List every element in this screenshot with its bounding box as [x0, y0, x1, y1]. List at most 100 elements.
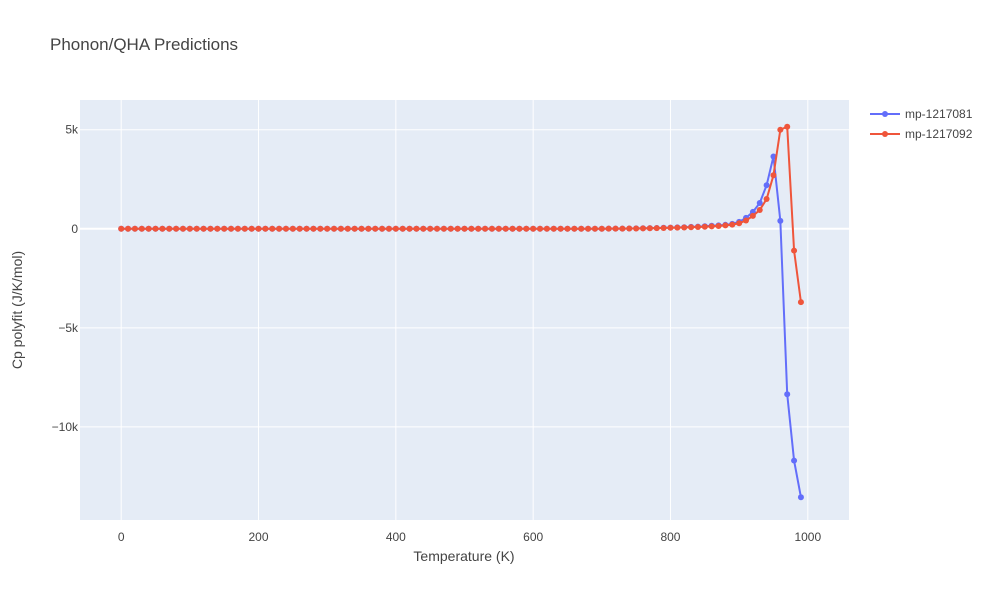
- data-point: [770, 153, 777, 160]
- data-point: [392, 225, 399, 232]
- y-axis-label: Cp polyfit (J/K/mol): [9, 251, 25, 369]
- legend-item[interactable]: mp-1217092: [870, 127, 973, 141]
- data-point: [736, 220, 743, 227]
- data-point: [612, 225, 619, 232]
- data-point: [523, 225, 530, 232]
- data-point: [289, 225, 296, 232]
- data-point: [605, 225, 612, 232]
- data-point: [207, 225, 214, 232]
- data-point: [784, 391, 791, 398]
- y-tick-label: 5k: [65, 123, 79, 137]
- x-tick-label: 400: [386, 530, 406, 544]
- data-point: [186, 225, 193, 232]
- data-point: [749, 212, 756, 219]
- data-point: [385, 225, 392, 232]
- legend-label: mp-1217081: [905, 107, 973, 121]
- series-line: [121, 125, 802, 303]
- data-point: [509, 225, 516, 232]
- data-point: [344, 225, 351, 232]
- data-point: [228, 225, 235, 232]
- x-tick-label: 800: [660, 530, 680, 544]
- data-point: [694, 223, 701, 230]
- series-mp-1217092: [118, 123, 804, 306]
- data-point: [234, 225, 241, 232]
- data-point: [262, 225, 269, 232]
- data-point: [797, 494, 804, 501]
- data-point: [763, 196, 770, 203]
- y-tick-label: −5k: [58, 321, 79, 335]
- grid-layer: [80, 100, 849, 520]
- data-point: [777, 217, 784, 224]
- data-point: [276, 225, 283, 232]
- data-point: [729, 221, 736, 228]
- data-point: [674, 224, 681, 231]
- data-point: [646, 225, 653, 232]
- data-point: [585, 225, 592, 232]
- legend-swatch-marker: [882, 111, 888, 117]
- data-point: [537, 225, 544, 232]
- data-point: [475, 225, 482, 232]
- data-point: [756, 206, 763, 213]
- data-point: [653, 225, 660, 232]
- legend-swatch-marker: [882, 131, 888, 137]
- data-point: [502, 225, 509, 232]
- data-point: [434, 225, 441, 232]
- data-point: [179, 225, 186, 232]
- data-point: [282, 225, 289, 232]
- data-point: [598, 225, 605, 232]
- data-point: [214, 225, 221, 232]
- data-point: [337, 225, 344, 232]
- data-point: [173, 225, 180, 232]
- data-point: [420, 225, 427, 232]
- data-point: [118, 225, 125, 232]
- x-axis-label: Temperature (K): [413, 548, 514, 564]
- data-point: [715, 223, 722, 229]
- legend: mp-1217081 mp-1217092: [870, 107, 973, 141]
- data-point: [681, 224, 688, 231]
- data-point: [722, 222, 729, 229]
- data-point: [543, 225, 550, 232]
- data-point: [488, 225, 495, 232]
- data-point: [791, 457, 798, 464]
- data-point: [406, 225, 413, 232]
- data-point: [152, 225, 159, 232]
- data-point: [619, 225, 626, 232]
- data-point: [303, 225, 310, 232]
- data-point: [310, 225, 317, 232]
- data-point: [461, 225, 468, 232]
- data-point: [770, 172, 777, 179]
- series-layer: [118, 123, 804, 501]
- data-point: [125, 225, 132, 232]
- data-point: [351, 225, 358, 232]
- legend-item[interactable]: mp-1217081: [870, 107, 973, 121]
- data-point: [756, 200, 763, 207]
- data-point: [591, 225, 598, 232]
- data-point: [221, 225, 228, 232]
- data-point: [372, 225, 379, 232]
- data-point: [633, 225, 640, 232]
- data-point: [763, 182, 770, 189]
- data-point: [688, 224, 695, 231]
- y-tick-label: −10k: [52, 420, 79, 434]
- data-point: [784, 123, 791, 130]
- y-tick-label: 0: [71, 222, 78, 236]
- data-point: [571, 225, 578, 232]
- data-point: [708, 223, 715, 230]
- data-point: [660, 224, 667, 231]
- data-point: [564, 225, 571, 232]
- data-point: [166, 225, 173, 232]
- data-point: [557, 225, 564, 232]
- data-point: [379, 225, 386, 232]
- data-point: [145, 225, 152, 232]
- data-point: [468, 225, 475, 232]
- data-point: [640, 225, 647, 232]
- data-point: [667, 224, 674, 231]
- x-tick-label: 600: [523, 530, 543, 544]
- plot-background: [80, 100, 849, 520]
- x-tick-label: 1000: [794, 530, 821, 544]
- x-tick-label: 200: [249, 530, 269, 544]
- data-point: [138, 225, 145, 232]
- data-point: [200, 225, 207, 232]
- data-point: [399, 225, 406, 232]
- data-point: [131, 225, 138, 232]
